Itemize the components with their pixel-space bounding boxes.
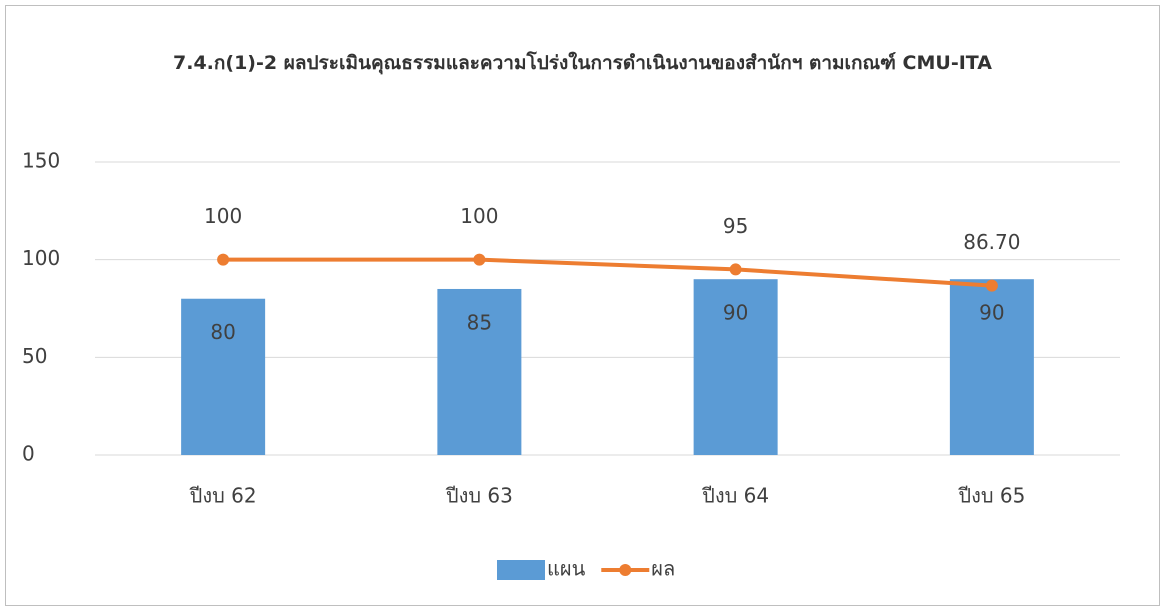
x-tick-label: ปีงบ 65 <box>958 484 1025 508</box>
y-tick-label: 0 <box>22 442 35 466</box>
legend-swatch <box>497 560 545 580</box>
line-value-label: 95 <box>723 214 748 238</box>
line-value-label: 100 <box>460 204 498 228</box>
line-value-label: 86.70 <box>963 230 1020 254</box>
line-point <box>985 279 998 292</box>
bar-value-label: 90 <box>979 301 1004 325</box>
bar-value-label: 85 <box>467 310 492 334</box>
bar <box>693 279 778 455</box>
line <box>221 257 994 288</box>
line-point <box>217 253 230 266</box>
line-value-label: 100 <box>204 204 242 228</box>
y-tick-label: 50 <box>22 344 47 368</box>
line-point <box>729 263 742 276</box>
legend-label: ผล <box>651 557 675 581</box>
bar-value-label: 80 <box>210 320 235 344</box>
legend-swatch-marker <box>619 564 632 576</box>
y-tick-label: 100 <box>22 246 60 270</box>
bar-value-label: 90 <box>723 301 748 325</box>
x-tick-label: ปีงบ 64 <box>702 484 769 508</box>
x-tick-label: ปีงบ 63 <box>446 484 513 508</box>
bar <box>181 298 266 455</box>
legend-label: แผน <box>547 557 586 581</box>
line-point <box>473 253 486 266</box>
x-tick-label: ปีงบ 62 <box>189 484 256 508</box>
y-tick-label: 150 <box>22 149 60 173</box>
bar <box>437 288 522 455</box>
chart-title: 7.4.ก(1)-2 ผลประเมินคุณธรรมและความโปร่งใ… <box>173 52 992 74</box>
bar <box>949 279 1034 455</box>
